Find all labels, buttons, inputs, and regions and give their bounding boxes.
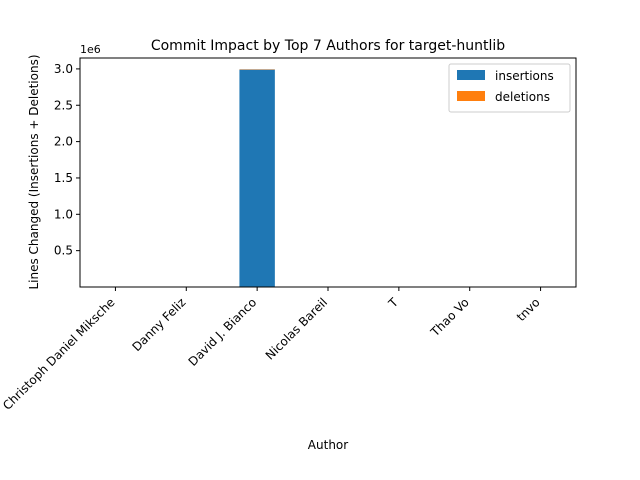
legend-swatch-deletions	[457, 91, 485, 101]
y-tick-label: 3.0	[54, 62, 73, 76]
x-tick-label: Christoph Daniel Miksche	[0, 295, 117, 412]
y-tick-label: 1.5	[54, 171, 73, 185]
x-tick-label: David J. Bianco	[186, 295, 260, 369]
x-axis-label: Author	[308, 438, 348, 452]
bar-insertions-2	[239, 69, 275, 287]
y-tick-label: 2.0	[54, 135, 73, 149]
plot-frame	[79, 57, 577, 288]
x-tick-label: T	[385, 295, 401, 311]
legend: insertions deletions	[448, 63, 571, 113]
y-tick-label: 1.0	[54, 207, 73, 221]
y-tick-label: 0.5	[54, 244, 73, 258]
legend-label-insertions: insertions	[495, 69, 554, 83]
x-tick-label: Thao Vo	[427, 295, 472, 340]
x-tick-label: Danny Feliz	[129, 295, 188, 354]
x-tick-label: Nicolas Bareil	[263, 295, 330, 362]
legend-label-deletions: deletions	[495, 90, 550, 104]
legend-swatch-insertions	[457, 70, 485, 80]
bars-layer	[97, 69, 559, 287]
y-offset-text: 1e6	[80, 43, 101, 56]
y-axis-label: Lines Changed (Insertions + Deletions)	[27, 54, 41, 289]
y-tick-label: 2.5	[54, 98, 73, 112]
x-tick-label: tnvo	[514, 295, 543, 324]
chart-title: Commit Impact by Top 7 Authors for targe…	[151, 38, 505, 54]
